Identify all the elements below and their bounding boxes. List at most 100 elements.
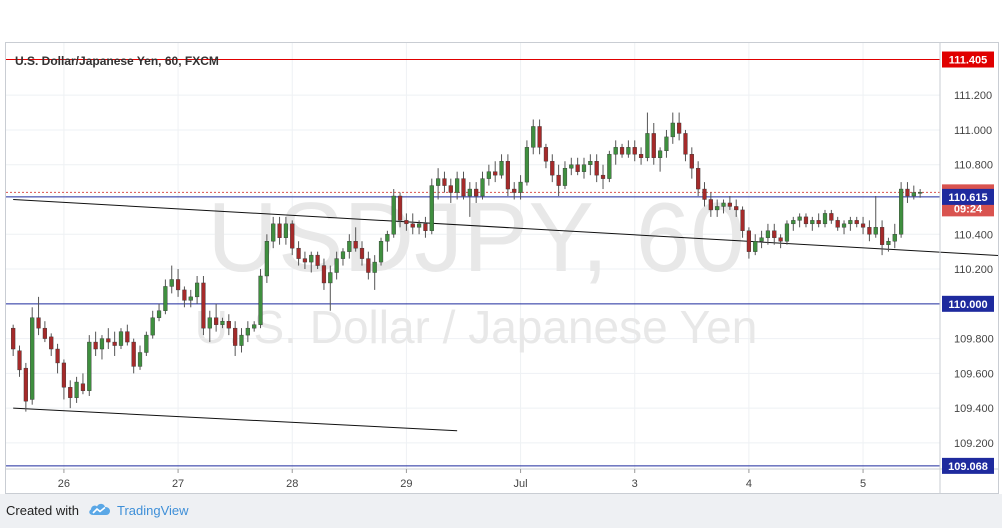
candle-body bbox=[17, 350, 22, 371]
x-tick-label: 5 bbox=[860, 478, 866, 490]
candle-body bbox=[397, 195, 403, 221]
candle-body bbox=[860, 223, 866, 228]
trendlines bbox=[13, 198, 998, 432]
candle-body bbox=[296, 247, 301, 259]
candle-body bbox=[156, 310, 162, 318]
tradingview-link[interactable]: TradingView bbox=[117, 503, 189, 518]
candle-body bbox=[61, 362, 67, 388]
price-chart[interactable]: USDJPY, 60 U. S. Dollar / Japanese Yen 1… bbox=[6, 43, 998, 493]
candle-body bbox=[239, 334, 244, 346]
trendline bbox=[13, 407, 458, 432]
candle-body bbox=[252, 324, 257, 329]
candle-body bbox=[892, 234, 897, 242]
y-tick-label: 109.400 bbox=[954, 403, 994, 415]
candle-body bbox=[784, 223, 790, 242]
candle-body bbox=[753, 241, 758, 252]
x-tick-label: 3 bbox=[632, 478, 638, 490]
candle-body bbox=[721, 202, 726, 207]
candle-body bbox=[290, 223, 295, 249]
candle-body bbox=[385, 234, 390, 242]
candle-body bbox=[264, 241, 269, 277]
candle-body bbox=[271, 223, 276, 242]
candle-body bbox=[918, 192, 923, 194]
trendline bbox=[13, 198, 998, 256]
x-tick-label: Jul bbox=[514, 478, 528, 490]
price-label-text: 109.068 bbox=[948, 461, 988, 473]
candle-body bbox=[715, 206, 720, 211]
candle-body bbox=[163, 286, 168, 311]
y-tick-label: 109.600 bbox=[954, 368, 994, 380]
candle-body bbox=[543, 147, 549, 162]
candle-body bbox=[829, 213, 834, 221]
candle-body bbox=[169, 279, 174, 287]
price-label-text: 110.615 bbox=[948, 192, 987, 204]
y-tick-label: 111.200 bbox=[954, 90, 992, 102]
candle-body bbox=[677, 122, 682, 134]
y-tick-label: 110.800 bbox=[954, 160, 993, 172]
candle-body bbox=[112, 341, 117, 346]
candle-body bbox=[359, 247, 365, 259]
candle-body bbox=[467, 188, 472, 197]
price-label-text: 111.405 bbox=[949, 55, 988, 67]
candle-body bbox=[99, 338, 105, 350]
candle-body bbox=[480, 178, 485, 197]
candle-body bbox=[765, 230, 771, 238]
candle-body bbox=[80, 383, 86, 391]
candle-body bbox=[11, 327, 16, 350]
watermark: USDJPY, 60 U. S. Dollar / Japanese Yen bbox=[195, 182, 758, 353]
candle-body bbox=[68, 387, 73, 398]
candle-body bbox=[410, 223, 415, 228]
price-label-box bbox=[942, 51, 994, 68]
candle-body bbox=[689, 154, 694, 169]
candle-body bbox=[49, 336, 54, 350]
candle-body bbox=[835, 220, 840, 228]
candle-body bbox=[594, 161, 599, 176]
candle-body bbox=[87, 341, 92, 391]
candle-body bbox=[455, 178, 460, 193]
candle-body bbox=[302, 258, 308, 263]
candle-body bbox=[461, 178, 466, 197]
candle-body bbox=[353, 241, 358, 249]
candle-body bbox=[841, 223, 847, 228]
y-tick-label: 110.200 bbox=[954, 264, 993, 276]
candle-body bbox=[207, 317, 212, 329]
candle-body bbox=[632, 147, 637, 155]
candle-body bbox=[740, 209, 745, 231]
footer: Created with TradingView bbox=[0, 494, 1002, 528]
candle-body bbox=[194, 282, 200, 298]
candle-body bbox=[55, 348, 60, 364]
chart-frame[interactable]: USDJPY, 60 U. S. Dollar / Japanese Yen 1… bbox=[5, 42, 999, 494]
candle-body bbox=[334, 258, 339, 273]
y-tick-label: 111.000 bbox=[954, 125, 992, 137]
candle-body bbox=[778, 237, 783, 242]
candle-body bbox=[505, 161, 510, 190]
candle-body bbox=[600, 174, 606, 179]
price-label-box bbox=[942, 188, 994, 205]
price-label-box bbox=[942, 295, 994, 312]
candle-body bbox=[118, 331, 124, 346]
price-label-text: 110.000 bbox=[948, 299, 987, 311]
candle-body bbox=[436, 178, 441, 186]
candle-body bbox=[512, 188, 517, 193]
candle-body bbox=[708, 199, 713, 211]
candle-body bbox=[220, 321, 225, 325]
candle-body bbox=[42, 327, 47, 339]
candle-body bbox=[258, 275, 263, 325]
candle-body bbox=[537, 126, 542, 148]
candle-body bbox=[347, 241, 352, 252]
candle-body bbox=[23, 367, 28, 402]
candle-body bbox=[531, 126, 536, 148]
candle-body bbox=[328, 272, 333, 284]
candle-body bbox=[416, 223, 422, 228]
cloud-icon[interactable] bbox=[88, 501, 112, 517]
candle-body bbox=[696, 167, 701, 190]
x-tick-label: 28 bbox=[286, 478, 298, 490]
candle-body bbox=[746, 230, 751, 252]
candle-body bbox=[233, 327, 238, 346]
candle-body bbox=[499, 161, 504, 176]
candle-body bbox=[150, 317, 155, 336]
candle-body bbox=[493, 171, 498, 176]
candle-body bbox=[315, 254, 320, 266]
candle-body bbox=[201, 282, 206, 329]
